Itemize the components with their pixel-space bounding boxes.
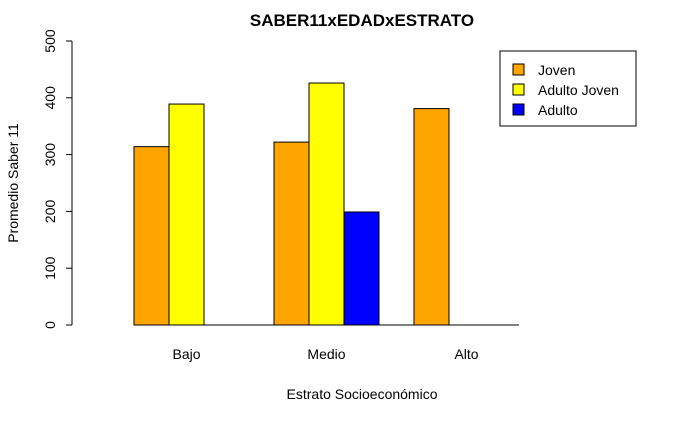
legend-swatch [512, 103, 525, 116]
y-tick-label: 500 [42, 29, 58, 53]
legend-label: Adulto [538, 102, 578, 118]
bars-group [133, 82, 450, 326]
chart-title: SABER11xEDADxESTRATO [250, 11, 474, 30]
bar-adulto-joven [168, 103, 205, 326]
bar-adulto [343, 211, 380, 326]
y-axis-label: Promedio Saber 11 [5, 123, 21, 243]
bar-joven [133, 146, 170, 326]
y-tick-label: 400 [42, 86, 58, 110]
x-axis: Bajo Medio Alto [134, 324, 519, 362]
y-tick-label: 0 [42, 321, 58, 329]
legend-label: Joven [538, 62, 575, 78]
legend-swatch [512, 83, 525, 96]
legend-label: Adulto Joven [538, 82, 619, 98]
legend: Joven Adulto Joven Adulto [499, 50, 637, 127]
x-axis-label: Estrato Socioeconómico [287, 386, 438, 402]
legend-swatch [512, 63, 525, 76]
y-axis: 0 100 200 300 400 500 [42, 29, 73, 329]
bar-adulto-joven [308, 82, 345, 326]
x-tick-label: Alto [454, 346, 478, 362]
y-tick-label: 200 [42, 200, 58, 224]
x-tick-label: Bajo [172, 346, 200, 362]
y-tick-label: 300 [42, 143, 58, 167]
bar-joven [273, 141, 310, 326]
bar-joven [413, 108, 450, 326]
x-tick-label: Medio [307, 346, 345, 362]
y-tick-label: 100 [42, 256, 58, 280]
